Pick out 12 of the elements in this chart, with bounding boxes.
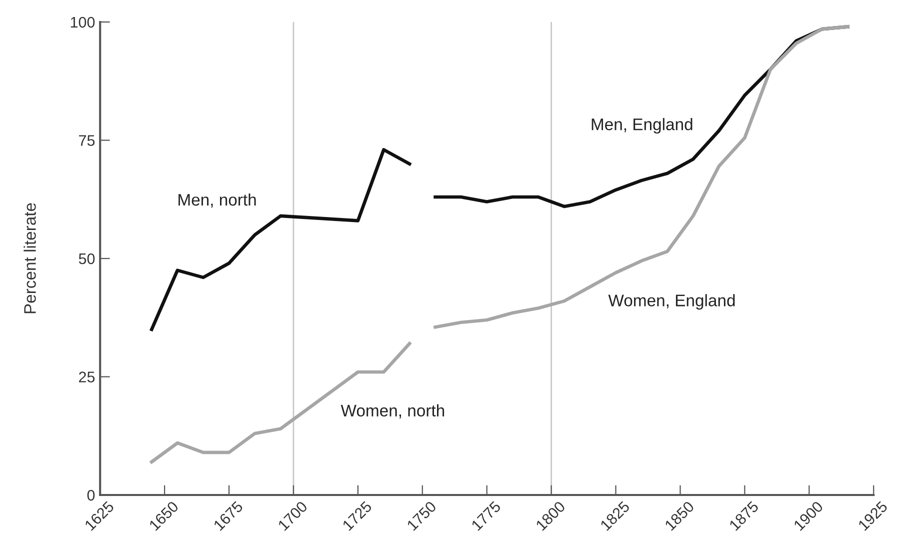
y-tick-label: 25 bbox=[79, 372, 95, 382]
y-tick-label: 50 bbox=[78, 253, 95, 264]
line-series bbox=[434, 25, 850, 329]
y-tick-label: 0 bbox=[87, 490, 95, 501]
series-label: Men, north bbox=[178, 193, 256, 208]
series-label: Women, north bbox=[340, 404, 444, 418]
series-label: Women, England bbox=[608, 294, 735, 310]
series-label: Men, England bbox=[592, 118, 692, 134]
line-series bbox=[150, 148, 412, 332]
y-axis-title: Percent literate bbox=[24, 203, 36, 314]
y-tick-label: 100 bbox=[70, 16, 95, 28]
y-tick-label: 75 bbox=[79, 135, 95, 146]
